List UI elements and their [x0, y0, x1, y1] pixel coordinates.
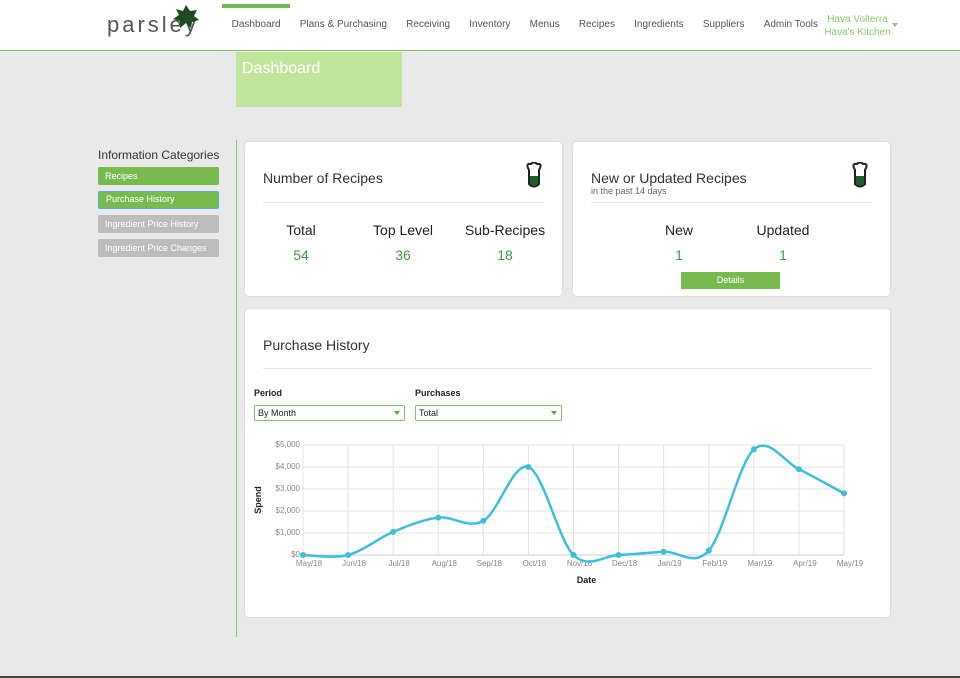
stat-label: New — [665, 222, 693, 238]
x-tick-label: Dec/18 — [612, 559, 638, 568]
recipe-icon — [524, 162, 544, 190]
y-tick-label: $0 — [291, 550, 300, 559]
filter-label: Purchases — [415, 388, 461, 398]
x-tick-label: Oct/18 — [523, 559, 547, 568]
y-tick-label: $2,000 — [276, 506, 301, 515]
icon-fill — [856, 176, 864, 186]
details-button[interactable]: Details — [681, 272, 780, 289]
y-tick-label: $4,000 — [276, 462, 301, 471]
point — [571, 552, 577, 558]
nav-item[interactable]: Suppliers — [693, 19, 754, 30]
leaf — [173, 5, 199, 28]
x-tick-label: May/18 — [296, 559, 323, 568]
page-title: Dashboard — [242, 60, 320, 78]
separator — [263, 202, 544, 203]
user-caret — [892, 23, 898, 27]
y-tick-label: $1,000 — [276, 528, 301, 537]
x-tick-label: Jan/19 — [658, 559, 683, 568]
x-tick-label: Jul/18 — [388, 559, 410, 568]
card-title: New or Updated Recipes — [591, 170, 747, 186]
active-indicator — [222, 4, 290, 8]
point — [841, 490, 847, 496]
point — [345, 552, 351, 558]
nav-items: DashboardPlans & PurchasingReceivingInve… — [222, 19, 828, 30]
select-caret — [394, 411, 400, 415]
recipes-card: Number of Recipes Total 54 Top Level 36 Sub-… — [245, 142, 562, 296]
point — [706, 548, 712, 554]
stat-value: 54 — [293, 247, 309, 263]
sidebar-button[interactable]: Ingredient Price History — [98, 215, 219, 233]
point — [480, 518, 486, 524]
x-axis-label: Date — [577, 575, 597, 585]
stat-value: 18 — [497, 247, 513, 263]
caret — [892, 23, 898, 27]
stat-value: 36 — [395, 247, 411, 263]
user-menu[interactable]: Hava Volterra Hava's Kitchen — [810, 13, 905, 39]
point — [661, 549, 667, 555]
user-name: Hava Volterra — [810, 13, 905, 26]
sidebar-button[interactable]: Purchase History — [98, 191, 219, 209]
point — [300, 552, 306, 558]
separator — [591, 202, 872, 203]
nav-item[interactable]: Plans & Purchasing — [290, 19, 396, 30]
point — [616, 552, 622, 558]
select-value: By Month — [258, 408, 296, 418]
filter-label: Period — [254, 388, 282, 398]
sidebar-button[interactable]: Ingredient Price Changes — [98, 239, 219, 257]
x-tick-label: May/19 — [837, 559, 864, 568]
sidebar-title: Information Categories — [98, 148, 219, 162]
nav-item[interactable]: Recipes — [569, 19, 624, 30]
separator — [263, 368, 872, 369]
card-title: Number of Recipes — [263, 170, 383, 186]
stat-label: Top Level — [373, 222, 433, 238]
select-caret — [551, 411, 557, 415]
nav-bar: parsley DashboardPlans & PurchasingRecei… — [0, 0, 960, 51]
x-tick-label: Mar/19 — [747, 559, 772, 568]
point — [525, 464, 531, 470]
select-value: Total — [419, 408, 438, 418]
y-tick-label: $5,000 — [276, 440, 301, 449]
nav-item[interactable]: Ingredients — [625, 19, 694, 30]
recipe-icon — [850, 162, 870, 190]
user-kitchen: Hava's Kitchen — [810, 26, 905, 39]
divider — [236, 140, 237, 637]
card-title: Purchase History — [263, 337, 370, 353]
nav-item[interactable]: Dashboard — [222, 19, 290, 30]
point — [435, 515, 441, 521]
card-subtitle: in the past 14 days — [591, 186, 667, 196]
nav-item[interactable]: Inventory — [460, 19, 520, 30]
page-header: Dashboard — [236, 52, 402, 107]
x-tick-label: Feb/19 — [702, 559, 727, 568]
purchase-card: Purchase History $0 $1,000 $2,000 $3,000 $4,… — [245, 309, 890, 617]
chart: $0 $1,000 $2,000 $3,000 $4,000 $5,000 May/18 Ju… — [245, 430, 890, 600]
point — [796, 466, 802, 472]
stat-value: 1 — [675, 247, 683, 263]
logo-leaf — [172, 3, 200, 29]
x-tick-label: Sep/18 — [477, 559, 503, 568]
x-tick-label: Jun/18 — [342, 559, 367, 568]
icon-fill — [530, 176, 538, 186]
stat-label: Updated — [757, 222, 810, 238]
nav-item[interactable]: Receiving — [397, 19, 460, 30]
nav-item[interactable]: Menus — [520, 19, 569, 30]
sidebar-button[interactable]: Recipes — [98, 167, 219, 185]
filter-select[interactable]: Total — [415, 405, 562, 421]
stat-label: Sub-Recipes — [465, 222, 545, 238]
y-axis-label: Spend — [253, 486, 263, 514]
updates-card: New or Updated Recipes in the past 14 da… — [573, 142, 890, 296]
filter-select[interactable]: By Month — [254, 405, 405, 421]
stat-label: Total — [286, 222, 316, 238]
x-tick-label: Aug/18 — [432, 559, 458, 568]
point — [390, 529, 396, 535]
x-tick-label: Apr/19 — [793, 559, 817, 568]
point — [751, 446, 757, 452]
y-tick-label: $3,000 — [276, 484, 301, 493]
stat-value: 1 — [779, 247, 787, 263]
